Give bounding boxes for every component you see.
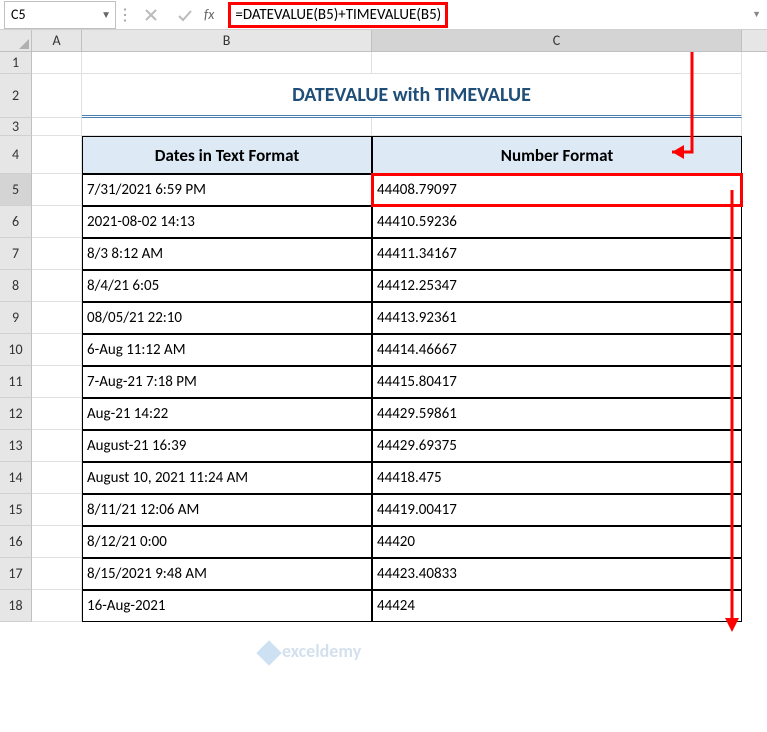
row-header[interactable]: 17 [0,558,32,590]
expand-formula-icon[interactable]: ▼ [752,9,761,20]
row-header[interactable]: 13 [0,430,32,462]
cell[interactable] [32,136,82,174]
row-headers: 123456789101112131415161718 [0,52,32,622]
row-header[interactable]: 18 [0,590,32,622]
cell-number[interactable]: 44418.475 [372,462,742,494]
cell-date[interactable]: 8/3 8:12 AM [82,238,372,270]
formula-bar: C5 ▼ ⋮ fx =DATEVALUE(B5)+TIMEVALUE(B5) ▼ [0,0,767,30]
cell[interactable] [372,52,742,74]
cell[interactable] [372,118,742,136]
row-header[interactable]: 14 [0,462,32,494]
cell[interactable] [32,558,82,590]
row-header[interactable]: 1 [0,52,32,74]
row-header[interactable]: 8 [0,270,32,302]
cell-date[interactable]: 08/05/21 22:10 [82,302,372,334]
row-header[interactable]: 9 [0,302,32,334]
row-header[interactable]: 12 [0,398,32,430]
cell-date[interactable]: 2021-08-02 14:13 [82,206,372,238]
row-header[interactable]: 5 [0,174,32,206]
cell-date[interactable]: 7/31/2021 6:59 PM [82,174,372,206]
formula-text: =DATEVALUE(B5)+TIMEVALUE(B5) [235,6,441,24]
cell-number[interactable]: 44415.80417 [372,366,742,398]
cell-number[interactable]: 44429.69375 [372,430,742,462]
grid: 123456789101112131415161718 DATEVALUE wi… [0,52,767,622]
cell[interactable] [32,366,82,398]
row-header[interactable]: 3 [0,118,32,136]
title-cell[interactable]: DATEVALUE with TIMEVALUE [82,74,742,118]
name-box[interactable]: C5 ▼ [4,1,116,29]
cell-number[interactable]: 44429.59861 [372,398,742,430]
col-header-c[interactable]: C [372,30,742,51]
formula-highlight: =DATEVALUE(B5)+TIMEVALUE(B5) [228,2,448,28]
row-header[interactable]: 4 [0,136,32,174]
cell[interactable] [32,118,82,136]
name-box-dropdown-icon[interactable]: ▼ [101,8,111,21]
cell[interactable] [32,430,82,462]
cell[interactable] [32,494,82,526]
select-all-corner[interactable] [0,30,32,51]
row-header[interactable]: 11 [0,366,32,398]
cell-date[interactable]: 8/12/21 0:00 [82,526,372,558]
cell-number[interactable]: 44411.34167 [372,238,742,270]
cell[interactable] [32,206,82,238]
cell-number[interactable]: 44423.40833 [372,558,742,590]
cancel-icon[interactable] [138,2,164,28]
cell[interactable] [32,52,82,74]
row-header[interactable]: 2 [0,74,32,118]
col-header-a[interactable]: A [32,30,82,51]
row-header[interactable]: 15 [0,494,32,526]
cell[interactable] [32,302,82,334]
name-box-value: C5 [11,6,26,23]
header-number[interactable]: Number Format [372,136,742,174]
cell-number[interactable]: 44414.46667 [372,334,742,366]
cell-number[interactable]: 44424 [372,590,742,622]
col-header-b[interactable]: B [82,30,372,51]
cell[interactable] [32,270,82,302]
cell[interactable] [32,462,82,494]
cell[interactable] [32,174,82,206]
cell[interactable] [32,334,82,366]
cell-date[interactable]: 8/15/2021 9:48 AM [82,558,372,590]
cell-number[interactable]: 44410.59236 [372,206,742,238]
row-header[interactable]: 6 [0,206,32,238]
cell[interactable] [82,118,372,136]
row-header[interactable]: 7 [0,238,32,270]
cell-number[interactable]: 44419.00417 [372,494,742,526]
cell[interactable] [32,398,82,430]
row-header[interactable]: 16 [0,526,32,558]
cell-number[interactable]: 44413.92361 [372,302,742,334]
cell-number[interactable]: 44420 [372,526,742,558]
watermark-text: exceldemy [282,640,361,662]
cell-date[interactable]: Aug-21 14:22 [82,398,372,430]
column-headers: A B C [0,30,767,52]
watermark-icon [256,640,281,665]
cell[interactable] [32,238,82,270]
cell-date[interactable]: 6-Aug 11:12 AM [82,334,372,366]
header-dates[interactable]: Dates in Text Format [82,136,372,174]
separator: ⋮ [116,5,134,25]
formula-input[interactable]: =DATEVALUE(B5)+TIMEVALUE(B5) [222,1,752,29]
cell[interactable] [32,526,82,558]
cells: DATEVALUE with TIMEVALUE Dates in Text Fo… [32,52,767,622]
cell[interactable] [82,52,372,74]
cell-number[interactable]: 44412.25347 [372,270,742,302]
cell-date[interactable]: 7-Aug-21 7:18 PM [82,366,372,398]
row-header[interactable]: 10 [0,334,32,366]
cell-date[interactable]: 8/11/21 12:06 AM [82,494,372,526]
cell-date[interactable]: 8/4/21 6:05 [82,270,372,302]
cell-number[interactable]: 44408.79097 [372,174,742,206]
fx-label[interactable]: fx [204,6,214,23]
cell-date[interactable]: 16-Aug-2021 [82,590,372,622]
cell[interactable] [32,74,82,118]
cell-date[interactable]: August 10, 2021 11:24 AM [82,462,372,494]
cell-date[interactable]: August-21 16:39 [82,430,372,462]
enter-icon[interactable] [172,2,198,28]
watermark: exceldemy [260,640,361,662]
cell[interactable] [32,590,82,622]
